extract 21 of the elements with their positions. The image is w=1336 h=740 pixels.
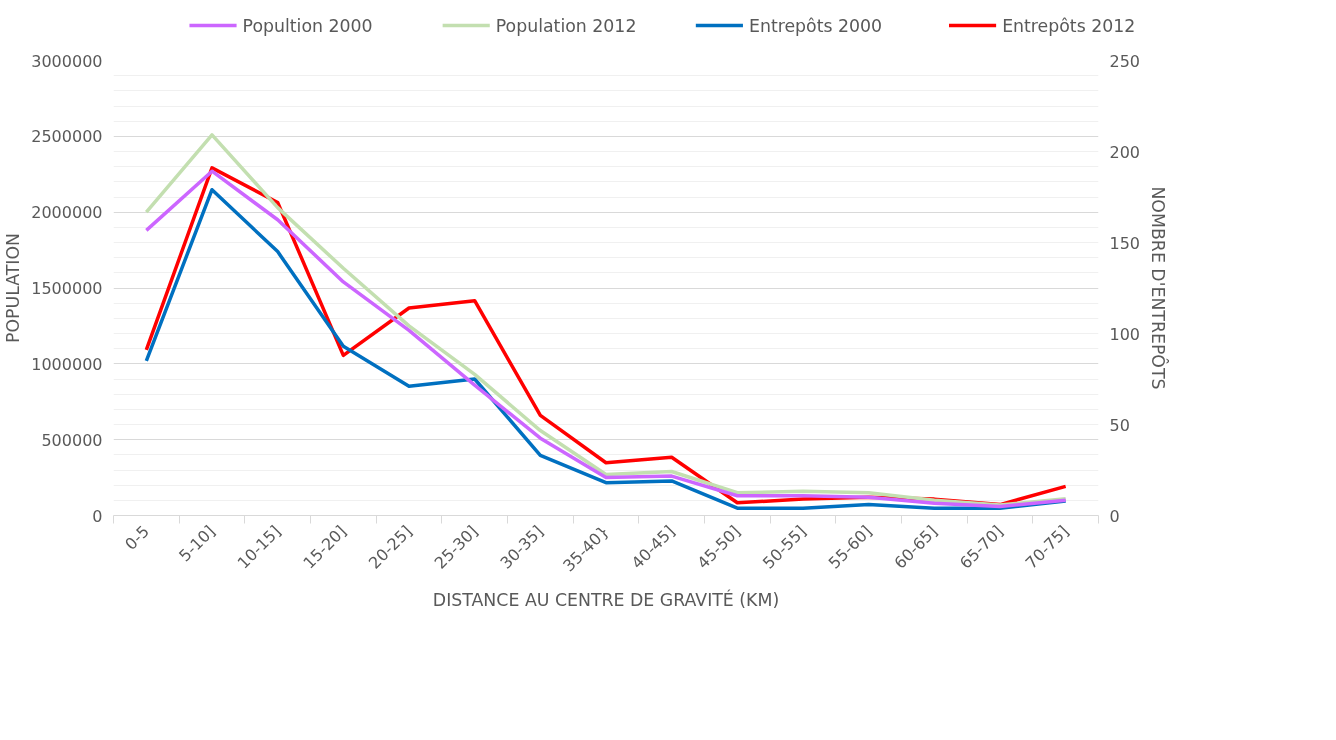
y-tick-label: 0 bbox=[92, 506, 103, 526]
legend-label: Entrepôts 2000 bbox=[748, 15, 883, 36]
y-tick-label: 3000000 bbox=[31, 51, 103, 71]
y-tick-label: 1000000 bbox=[31, 354, 103, 374]
y2-tick-label: 250 bbox=[1109, 51, 1141, 71]
y2-tick-label: 0 bbox=[1109, 506, 1120, 526]
y2-axis-title: NOMBRE D'ENTREPÔTS bbox=[1148, 186, 1170, 390]
y-tick-label: 500000 bbox=[41, 430, 103, 450]
y-tick-label: 1500000 bbox=[31, 279, 103, 298]
y-tick-label: 2000000 bbox=[31, 203, 103, 223]
y2-tick-label: 200 bbox=[1109, 142, 1141, 162]
x-axis-title: DISTANCE AU CENTRE DE GRAVITÉ (KM) bbox=[432, 589, 780, 611]
y2-tick-label: 100 bbox=[1109, 324, 1141, 344]
y-tick-label: 2500000 bbox=[31, 127, 103, 147]
x-tick-label: 0-5 bbox=[121, 521, 154, 554]
y-axis-title: POPULATION bbox=[3, 232, 24, 344]
legend-label: Popultion 2000 bbox=[242, 15, 373, 36]
legend-label: Entrepôts 2012 bbox=[1002, 15, 1136, 36]
legend-label: Population 2012 bbox=[495, 15, 637, 36]
y2-tick-label: 50 bbox=[1109, 415, 1130, 435]
y2-tick-label: 150 bbox=[1109, 233, 1141, 253]
